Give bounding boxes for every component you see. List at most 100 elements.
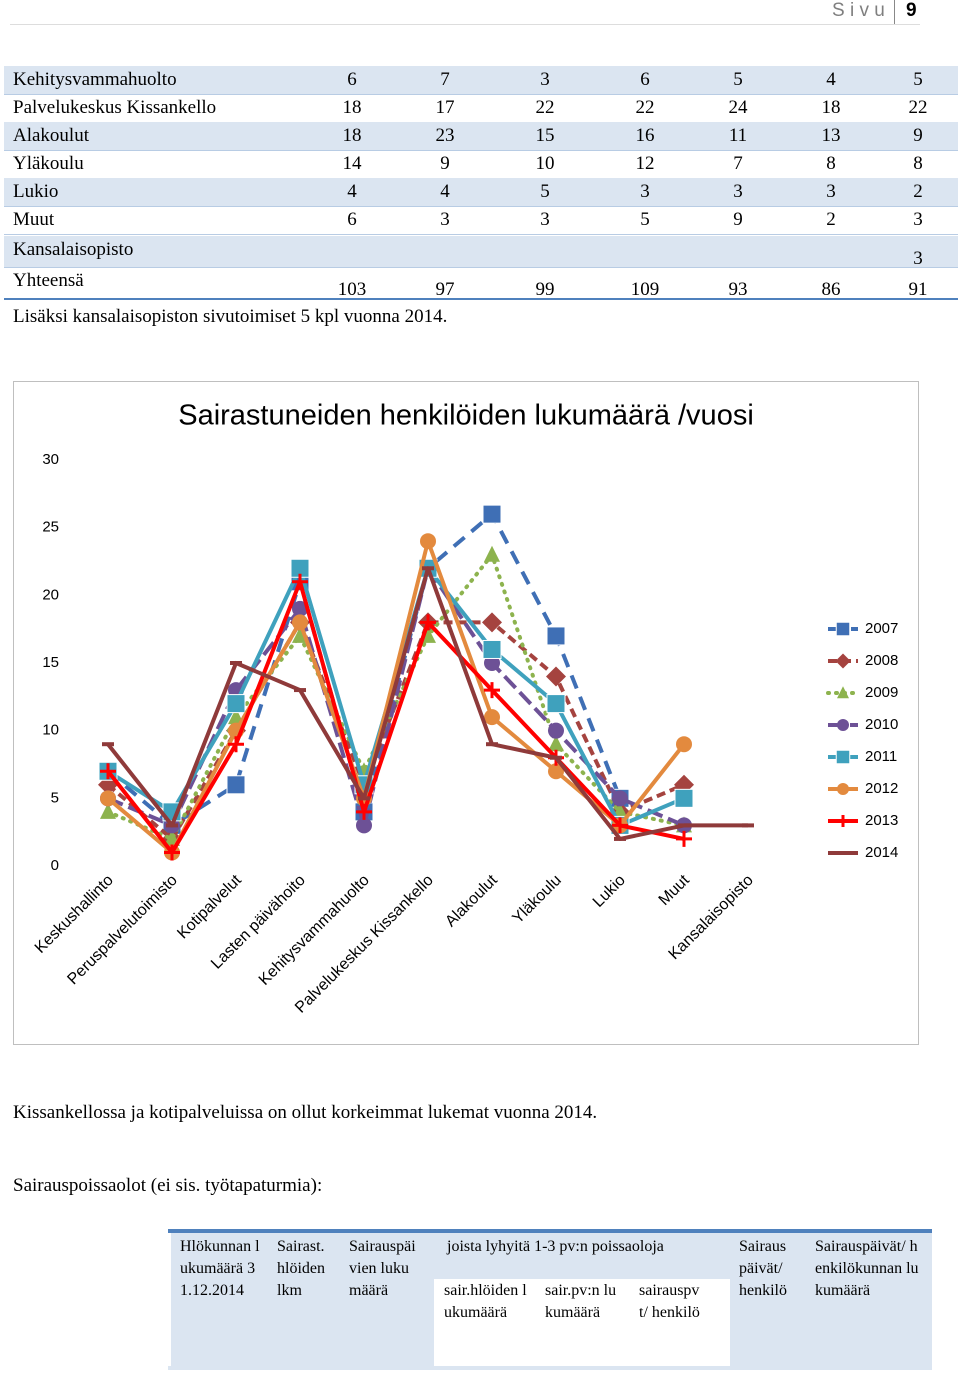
row-label: Muut (13, 209, 55, 230)
cell: 3 (913, 248, 923, 269)
cell: 14 (342, 153, 362, 174)
y-tick-label: 10 (42, 722, 59, 739)
page-label: S i v u (832, 0, 885, 21)
table-header: Sairast. hlöiden lkm (277, 1238, 325, 1299)
cell: 3 (640, 181, 650, 202)
legend-label: 2008 (865, 652, 898, 669)
legend-label: 2007 (865, 620, 898, 637)
table-row: Alakoulut 18 23 15 16 11 13 9 (4, 122, 958, 151)
marker (678, 823, 690, 828)
marker (420, 614, 436, 631)
legend-label: 2013 (865, 812, 898, 829)
marker (835, 621, 851, 637)
marker (228, 736, 244, 753)
marker (676, 736, 692, 753)
marker (486, 742, 498, 747)
cell: 24 (728, 97, 748, 118)
cell: 16 (635, 125, 655, 146)
marker (837, 783, 849, 795)
marker (422, 566, 434, 571)
marker (484, 545, 500, 562)
row-label: Yhteensä (13, 270, 84, 291)
series (102, 566, 754, 841)
legend-label: 2011 (865, 748, 897, 765)
cell: 6 (640, 69, 650, 90)
marker (838, 851, 848, 855)
cell: 6 (347, 209, 357, 230)
marker (835, 749, 851, 765)
paragraph: Sairauspoissaolot (ei sis. työtapaturmia… (13, 1175, 323, 1196)
cell: 3 (826, 181, 836, 202)
marker (612, 817, 628, 834)
cell: 18 (821, 97, 841, 118)
cell: 3 (913, 209, 923, 230)
cell: 97 (435, 279, 455, 300)
cell: 5 (913, 69, 923, 90)
cell: 103 (337, 279, 367, 300)
marker (612, 790, 628, 807)
y-tick-label: 15 (42, 654, 59, 671)
line (106, 579, 685, 855)
cell: 13 (821, 125, 841, 146)
cell: 8 (826, 153, 836, 174)
cell: 4 (440, 181, 450, 202)
marker (837, 686, 849, 699)
cell: 7 (440, 69, 450, 90)
note: Lisäksi kansalaisopiston sivutoimiset 5 … (13, 306, 448, 327)
table-row: Kansalaisopisto 3 (4, 236, 958, 269)
y-tick-label: 20 (42, 586, 59, 603)
table-subheader: sair.hlöiden lukumäärä (444, 1282, 527, 1321)
cell: 9 (913, 125, 923, 146)
marker (546, 626, 566, 646)
cell: 2 (826, 209, 836, 230)
y-tick-label: 25 (42, 519, 59, 536)
cell: 5 (733, 69, 743, 90)
marker (482, 504, 502, 524)
cell: 22 (908, 97, 928, 118)
cell: 4 (347, 181, 357, 202)
table-row: Palvelukeskus Kissankello 18 17 22 22 24 18 22 (4, 94, 958, 123)
cell: 12 (635, 153, 655, 174)
marker (548, 763, 564, 780)
marker (102, 742, 114, 747)
marker (550, 755, 562, 760)
cell: 4 (826, 69, 836, 90)
cell: 17 (435, 97, 455, 118)
chart: Sairastuneiden henkilöiden lukumäärä /vu… (13, 381, 919, 1045)
table-header: Hlökunnan lukumäärä 31.12.2014 (180, 1238, 260, 1299)
cell: 18 (342, 125, 362, 146)
cell: 9 (733, 209, 743, 230)
y-tick-label: 0 (51, 857, 59, 874)
line (106, 620, 685, 841)
cell: 109 (630, 279, 660, 300)
marker (358, 796, 370, 801)
cell: 2 (913, 181, 923, 202)
marker (420, 533, 436, 550)
marker (674, 788, 694, 808)
legend-label: 2012 (865, 780, 898, 797)
row-label: Kehitysvammahuolto (13, 69, 177, 90)
row-label: Alakoulut (13, 125, 89, 146)
legend-label: 2014 (865, 844, 898, 861)
marker (837, 815, 849, 827)
paragraph: Kissankellossa ja kotipalveluissa on oll… (13, 1102, 598, 1123)
table-header: Sairauspäivien lukumäärä (349, 1238, 416, 1299)
cell: 3 (540, 69, 550, 90)
marker (614, 836, 626, 841)
cell: 3 (440, 209, 450, 230)
table-row: Yläkoulu 14 9 10 12 7 8 8 (4, 150, 958, 179)
marker (546, 694, 566, 714)
marker (546, 666, 566, 687)
cell: 7 (733, 153, 743, 174)
marker (100, 790, 116, 807)
marker (226, 775, 246, 795)
marker (356, 803, 372, 820)
table-row: Yhteensä 103 97 99 109 93 86 91 (4, 267, 958, 300)
marker (292, 573, 308, 590)
cell: 15 (535, 125, 555, 146)
table-subheader: sair.pv:n lukumäärä (545, 1282, 617, 1321)
marker (742, 823, 754, 828)
cell: 18 (342, 97, 362, 118)
cell: 10 (535, 153, 555, 174)
